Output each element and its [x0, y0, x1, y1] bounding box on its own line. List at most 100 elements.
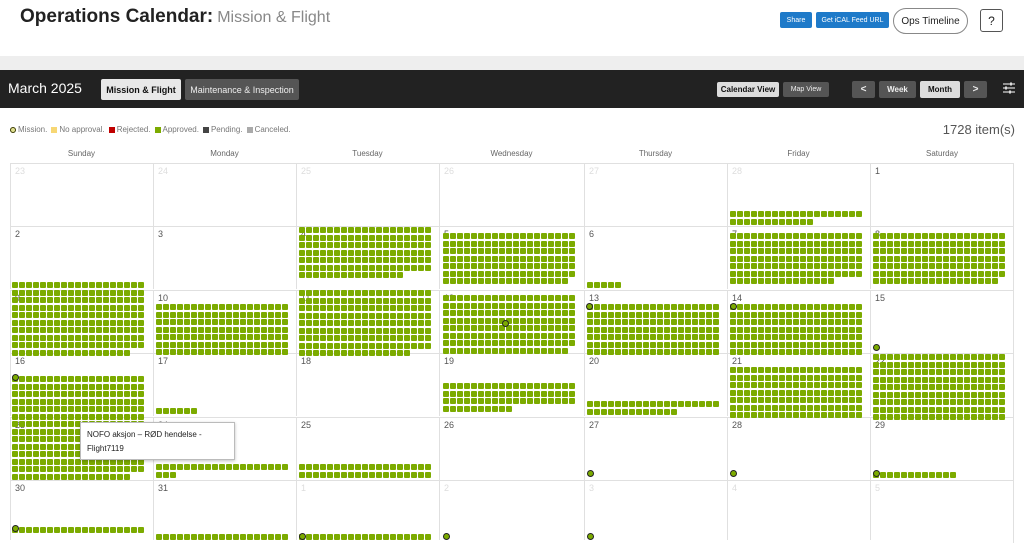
event-block[interactable]	[12, 304, 18, 311]
event-block[interactable]	[131, 413, 137, 420]
event-block[interactable]	[527, 233, 533, 239]
event-block[interactable]	[978, 240, 984, 247]
mission-marker[interactable]	[730, 303, 737, 310]
event-block[interactable]	[615, 408, 621, 415]
event-block[interactable]	[828, 248, 834, 254]
event-block[interactable]	[390, 320, 396, 326]
event-block[interactable]	[856, 382, 862, 388]
event-block[interactable]	[765, 270, 771, 277]
event-block[interactable]	[341, 290, 347, 296]
event-block[interactable]	[915, 399, 921, 405]
event-block[interactable]	[772, 233, 778, 239]
event-block[interactable]	[313, 471, 319, 478]
event-block[interactable]	[943, 391, 949, 398]
event-block[interactable]	[443, 278, 449, 284]
event-block[interactable]	[800, 326, 806, 333]
event-block[interactable]	[541, 347, 547, 354]
event-block[interactable]	[138, 527, 144, 533]
event-block[interactable]	[562, 390, 568, 397]
event-block[interactable]	[282, 334, 288, 340]
event-block[interactable]	[873, 399, 879, 405]
event-block[interactable]	[499, 317, 505, 324]
event-block[interactable]	[471, 263, 477, 269]
event-block[interactable]	[198, 326, 204, 333]
event-block[interactable]	[327, 464, 333, 470]
event-block[interactable]	[443, 233, 449, 239]
event-block[interactable]	[96, 319, 102, 326]
event-block[interactable]	[443, 240, 449, 247]
event-block[interactable]	[348, 312, 354, 319]
event-block[interactable]	[355, 534, 361, 540]
event-block[interactable]	[534, 270, 540, 277]
event-block[interactable]	[629, 334, 635, 340]
event-block[interactable]	[362, 534, 368, 540]
event-block[interactable]	[737, 263, 743, 269]
event-block[interactable]	[758, 263, 764, 269]
event-block[interactable]	[33, 334, 39, 341]
event-block[interactable]	[247, 464, 253, 470]
event-block[interactable]	[261, 319, 267, 325]
day-cell[interactable]: 14	[727, 290, 870, 353]
event-block[interactable]	[678, 311, 684, 318]
event-block[interactable]	[608, 341, 614, 348]
event-block[interactable]	[594, 334, 600, 340]
event-block[interactable]	[873, 369, 879, 375]
event-block[interactable]	[527, 270, 533, 277]
event-block[interactable]	[404, 464, 410, 470]
event-block[interactable]	[306, 234, 312, 241]
event-block[interactable]	[54, 413, 60, 420]
event-block[interactable]	[562, 240, 568, 247]
event-block[interactable]	[54, 304, 60, 311]
event-block[interactable]	[765, 319, 771, 325]
event-block[interactable]	[383, 320, 389, 326]
event-block[interactable]	[19, 443, 25, 450]
event-block[interactable]	[33, 282, 39, 288]
event-block[interactable]	[814, 382, 820, 388]
event-block[interactable]	[821, 412, 827, 418]
event-block[interactable]	[390, 327, 396, 334]
event-block[interactable]	[355, 312, 361, 319]
event-block[interactable]	[765, 304, 771, 310]
event-block[interactable]	[334, 242, 340, 248]
event-block[interactable]	[835, 240, 841, 247]
event-block[interactable]	[842, 233, 848, 239]
event-block[interactable]	[376, 320, 382, 326]
event-block[interactable]	[713, 304, 719, 310]
event-block[interactable]	[103, 319, 109, 326]
event-block[interactable]	[692, 304, 698, 310]
event-block[interactable]	[671, 401, 677, 407]
event-block[interactable]	[779, 374, 785, 381]
event-block[interactable]	[89, 327, 95, 333]
event-block[interactable]	[894, 361, 900, 368]
event-block[interactable]	[124, 282, 130, 288]
event-block[interactable]	[205, 334, 211, 340]
event-block[interactable]	[124, 334, 130, 341]
event-block[interactable]	[47, 342, 53, 348]
event-block[interactable]	[678, 334, 684, 340]
event-block[interactable]	[54, 436, 60, 442]
event-block[interactable]	[320, 242, 326, 248]
event-block[interactable]	[772, 255, 778, 262]
event-block[interactable]	[880, 278, 886, 284]
event-block[interactable]	[800, 382, 806, 388]
event-block[interactable]	[779, 382, 785, 388]
event-block[interactable]	[569, 340, 575, 346]
event-block[interactable]	[327, 272, 333, 278]
event-block[interactable]	[282, 304, 288, 310]
event-block[interactable]	[622, 334, 628, 340]
event-block[interactable]	[849, 397, 855, 403]
day-cell[interactable]: 18	[296, 353, 439, 416]
event-block[interactable]	[541, 317, 547, 324]
event-block[interactable]	[856, 255, 862, 262]
event-block[interactable]	[699, 326, 705, 333]
event-block[interactable]	[82, 398, 88, 405]
event-block[interactable]	[929, 414, 935, 420]
event-block[interactable]	[247, 319, 253, 325]
event-block[interactable]	[362, 234, 368, 241]
event-block[interactable]	[376, 249, 382, 256]
event-block[interactable]	[247, 334, 253, 340]
event-block[interactable]	[957, 233, 963, 239]
event-block[interactable]	[821, 374, 827, 381]
event-block[interactable]	[664, 319, 670, 325]
event-block[interactable]	[922, 414, 928, 420]
